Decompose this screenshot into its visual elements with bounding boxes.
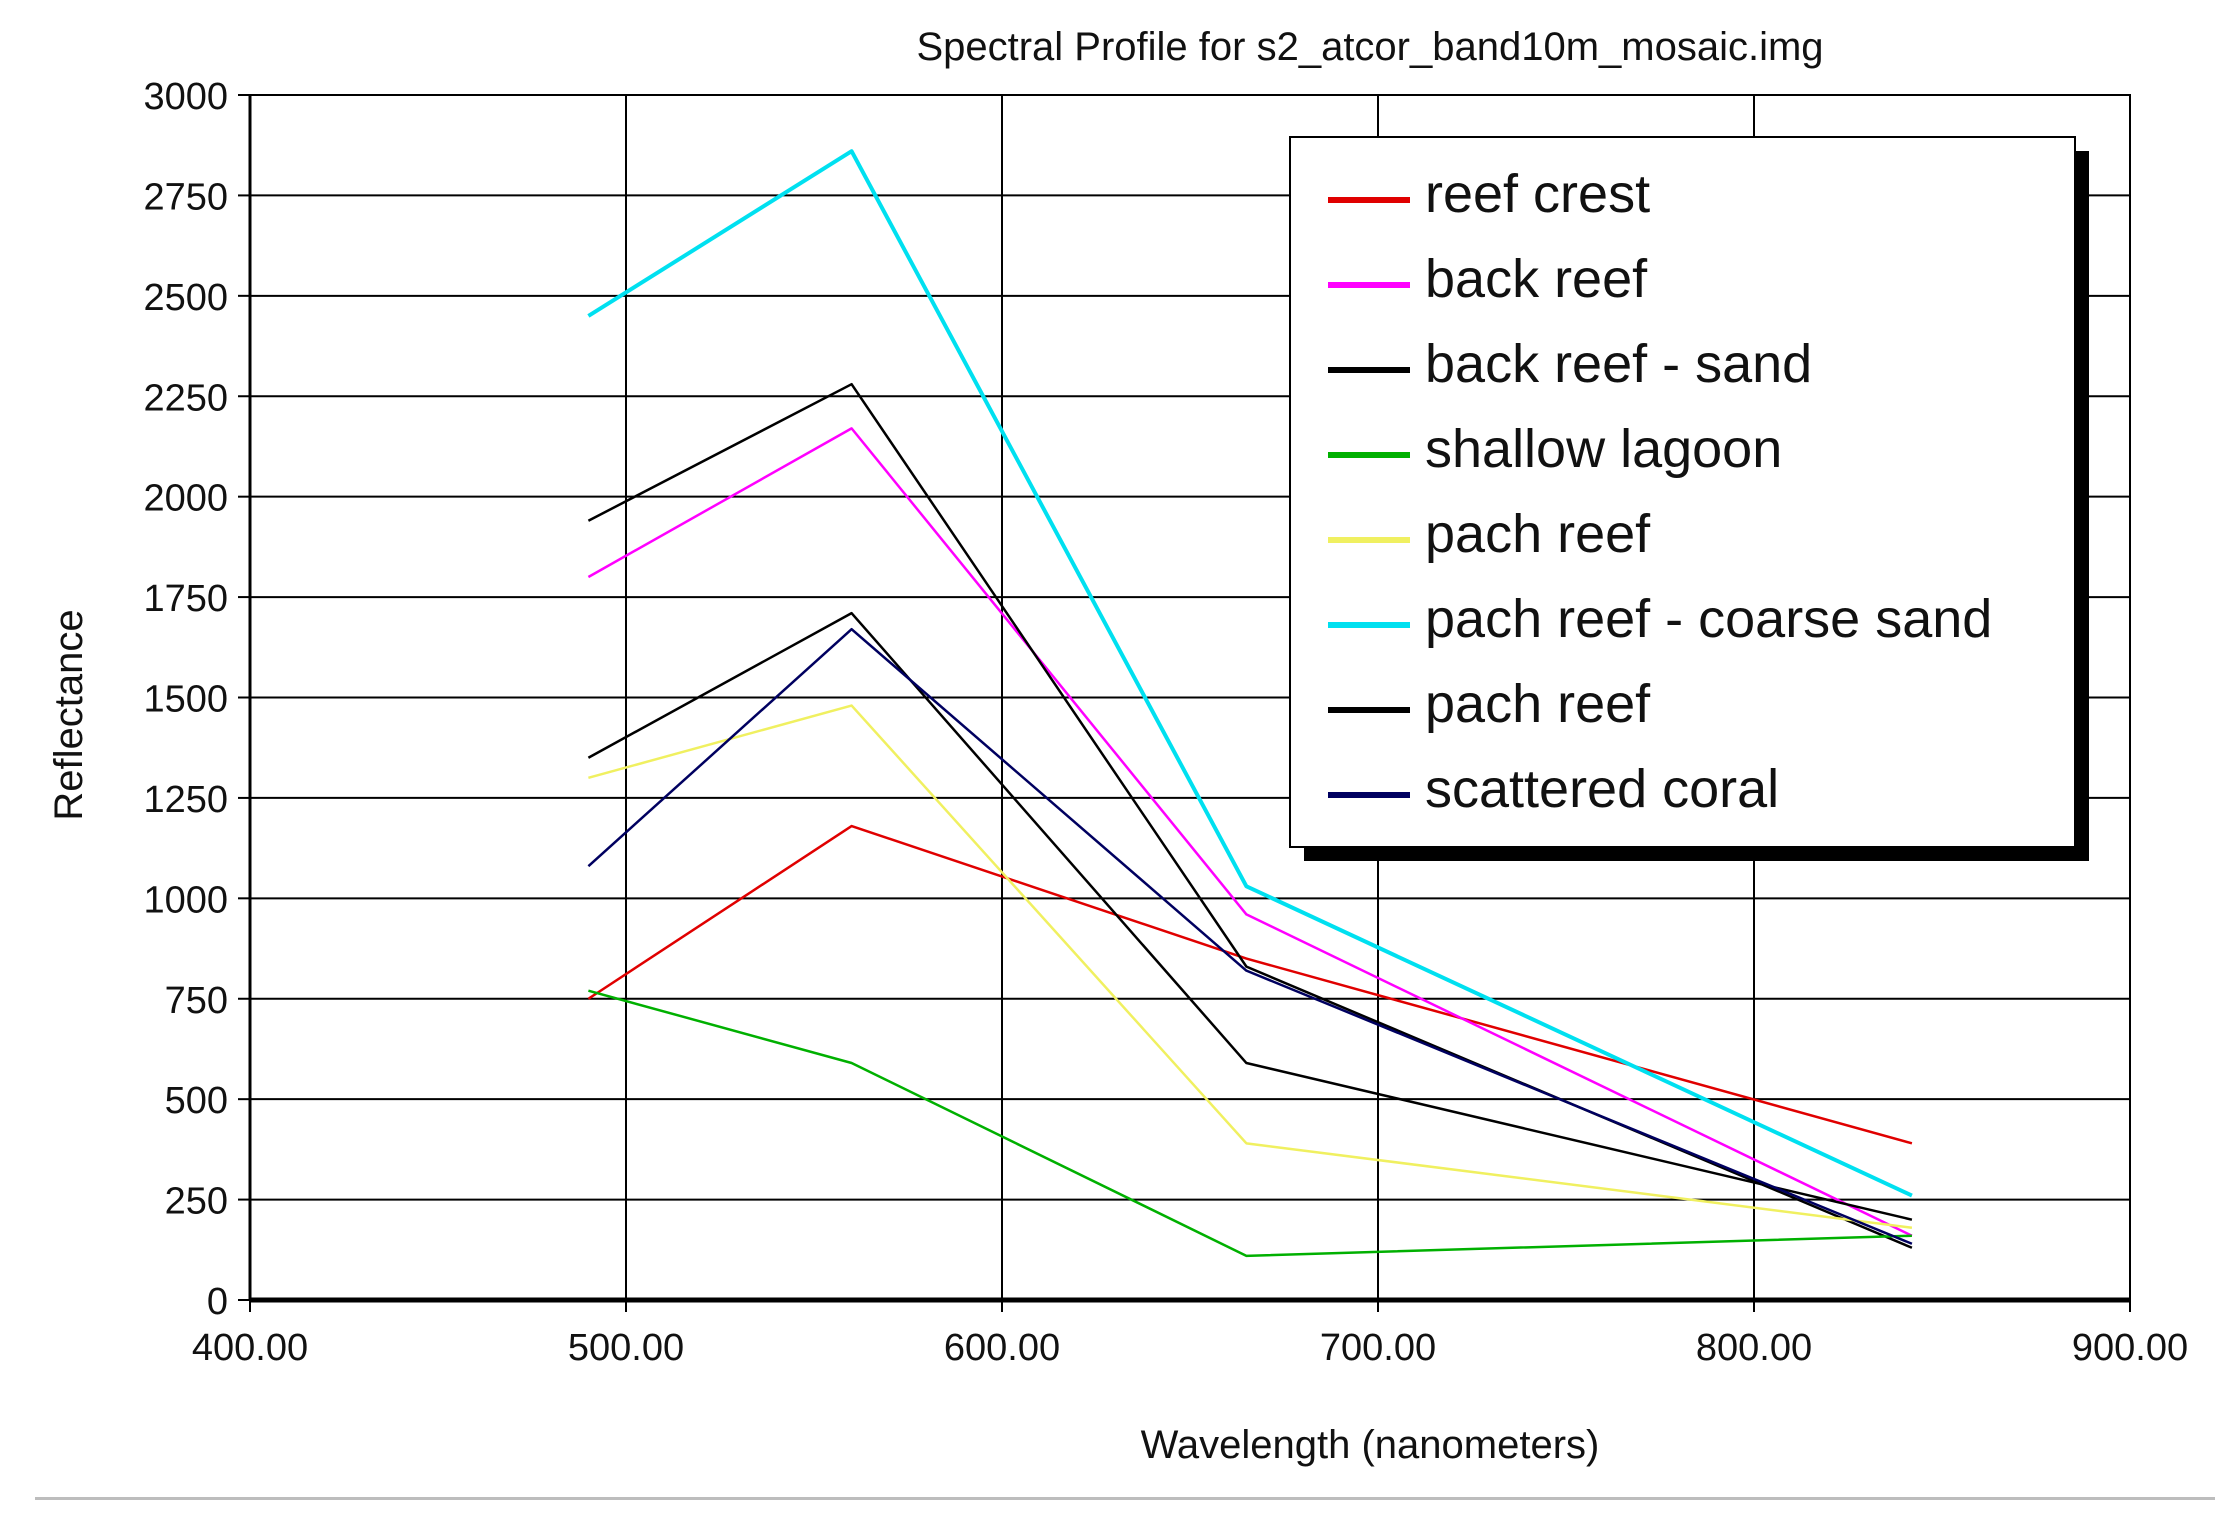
series-line-4 — [588, 704, 1913, 1229]
y-tick-label: 2750 — [143, 176, 228, 218]
series-line-7 — [587, 627, 1913, 1245]
legend: reef crest back reef back reef - sand shall… — [1289, 136, 2089, 861]
x-tick-label: 700.00 — [1320, 1327, 1436, 1369]
x-tick-label: 500.00 — [568, 1327, 684, 1369]
legend-label: pach reef — [1425, 674, 1651, 734]
y-tick-label: 0 — [207, 1281, 228, 1323]
legend-box — [1289, 136, 2076, 848]
series-line-3 — [588, 989, 1912, 1258]
y-tick-label: 250 — [165, 1181, 228, 1223]
series-lines — [587, 149, 1913, 1258]
y-tick-label: 2500 — [143, 277, 228, 319]
series-line-5 — [587, 149, 1913, 1198]
chart-title: Spectral Profile for s2_atcor_band10m_mo… — [916, 25, 1823, 69]
legend-label: back reef — [1425, 249, 1648, 309]
x-tick-label: 600.00 — [944, 1327, 1060, 1369]
x-tick-label: 400.00 — [192, 1327, 308, 1369]
axes: 0 250 500 750 1000 1250 1500 1750 2000 2250 2500 27… — [143, 76, 2188, 1369]
y-tick-label: 2250 — [143, 377, 228, 419]
series-line-0 — [587, 824, 1913, 1145]
y-tick-label: 1750 — [143, 578, 228, 620]
y-tick-label: 750 — [165, 980, 228, 1022]
series-line-1 — [587, 427, 1913, 1237]
y-tick-label: 1500 — [143, 679, 228, 721]
y-tick-label: 500 — [165, 1080, 228, 1122]
y-tick-label: 1000 — [143, 879, 228, 921]
legend-label: scattered coral — [1425, 759, 1779, 819]
y-tick-label: 1250 — [143, 779, 228, 821]
y-axis-label: Reflectance — [47, 609, 91, 820]
x-tick-label: 900.00 — [2072, 1327, 2188, 1369]
x-tick-label: 800.00 — [1696, 1327, 1812, 1369]
legend-label: shallow lagoon — [1425, 419, 1782, 479]
bottom-divider — [35, 1497, 2215, 1500]
legend-label: pach reef — [1425, 504, 1651, 564]
legend-label: pach reef - coarse sand — [1425, 589, 1992, 649]
legend-label: reef crest — [1425, 164, 1650, 224]
x-axis-label: Wavelength (nanometers) — [1141, 1423, 1600, 1467]
legend-label: back reef - sand — [1425, 334, 1812, 394]
y-tick-label: 3000 — [143, 76, 228, 118]
series-line-6 — [587, 611, 1913, 1221]
y-tick-label: 2000 — [143, 478, 228, 520]
